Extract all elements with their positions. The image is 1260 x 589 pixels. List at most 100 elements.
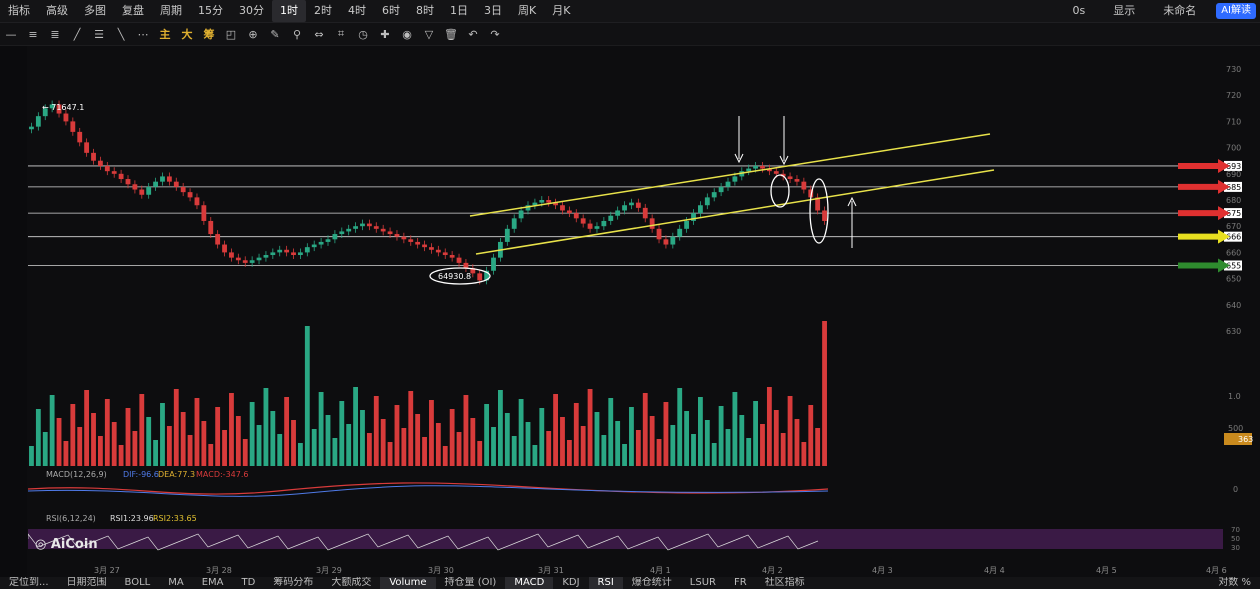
tool-icon-4[interactable]: ⇔ bbox=[314, 27, 324, 41]
indicator-tab-0[interactable]: BOLL bbox=[124, 577, 151, 588]
latency-text[interactable]: 0s bbox=[1072, 4, 1086, 17]
tool-icon-2[interactable]: ✎ bbox=[270, 27, 280, 41]
draw-tool-icon-6[interactable]: ⋯ bbox=[137, 27, 149, 41]
toolbar-item-9[interactable]: 4时 bbox=[348, 4, 366, 17]
indicator-tab-12[interactable]: LSUR bbox=[689, 577, 716, 588]
volume-bar bbox=[629, 407, 634, 466]
draw-tool-icon-1[interactable]: ≡ bbox=[28, 27, 38, 41]
volume-bar bbox=[766, 387, 772, 466]
toolbar-item-7[interactable]: 1时 bbox=[272, 0, 306, 22]
volume-bar bbox=[166, 426, 172, 466]
price-tick-3: 700 bbox=[1226, 144, 1241, 153]
toolbar-item-1[interactable]: 高级 bbox=[46, 4, 68, 17]
volume-bar bbox=[111, 422, 117, 466]
toolbar-item-12[interactable]: 1日 bbox=[450, 4, 468, 17]
volume-bar bbox=[732, 392, 738, 466]
draw-tool-icon-5[interactable]: ╲ bbox=[117, 27, 125, 41]
macd-axis-zero: 0 bbox=[1233, 485, 1238, 494]
x-tick-10: 4月 6 bbox=[1206, 566, 1227, 575]
toolbar-item-0[interactable]: 指标 bbox=[8, 4, 30, 17]
toolbar-item-6[interactable]: 30分 bbox=[239, 4, 264, 17]
indicator-tab-3[interactable]: TD bbox=[241, 577, 256, 588]
tool-icon-9[interactable]: ▽ bbox=[424, 27, 434, 41]
tool-icon-7[interactable]: ✚ bbox=[380, 27, 390, 41]
volume-bar bbox=[704, 420, 710, 466]
highlight-tool-0[interactable]: 主 bbox=[159, 28, 171, 41]
candle-body bbox=[504, 228, 510, 242]
volume-bar bbox=[449, 409, 455, 466]
toolbar-item-3[interactable]: 复盘 bbox=[122, 4, 144, 17]
x-tick-4: 3月 31 bbox=[538, 566, 564, 575]
tool-icon-10[interactable]: 🗑 bbox=[444, 27, 458, 41]
tool-icon-6[interactable]: ◷ bbox=[358, 27, 368, 41]
volume-bar bbox=[670, 425, 676, 466]
tool-icon-5[interactable]: ⌗ bbox=[337, 27, 345, 40]
volume-bar bbox=[229, 393, 234, 466]
draw-tool-icon-3[interactable]: ╱ bbox=[73, 27, 81, 41]
indicator-tab-5[interactable]: 大额成交 bbox=[331, 577, 372, 588]
candle-body bbox=[104, 165, 110, 172]
volume-bar bbox=[180, 412, 186, 466]
volume-bar bbox=[125, 408, 131, 466]
volume-bar bbox=[325, 415, 331, 466]
tool-icon-1[interactable]: ⊕ bbox=[248, 27, 258, 41]
candle-body bbox=[718, 186, 724, 193]
bottom-left-0[interactable]: 定位到... bbox=[9, 577, 49, 588]
bottom-right-options[interactable]: 对数 % bbox=[1218, 577, 1251, 588]
indicator-tab-7[interactable]: 持仓量 (OI) bbox=[444, 577, 497, 588]
toolbar-item-14[interactable]: 周K bbox=[518, 4, 537, 17]
tool-icon-0[interactable]: ◰ bbox=[225, 27, 237, 41]
tool-icon-3[interactable]: ⚲ bbox=[292, 27, 302, 41]
level-badge-0 bbox=[1224, 160, 1242, 171]
candle-body bbox=[580, 218, 586, 224]
volume-bar bbox=[84, 390, 90, 466]
indicator-tab-10[interactable]: RSI bbox=[588, 577, 623, 589]
candle-body bbox=[360, 223, 365, 227]
volume-bar bbox=[504, 413, 510, 466]
indicator-tab-1[interactable]: MA bbox=[168, 577, 184, 588]
volume-bar bbox=[29, 446, 34, 466]
indicator-tab-11[interactable]: 爆仓统计 bbox=[631, 577, 672, 588]
aicoin-logo: ◎ AiCoin bbox=[35, 537, 98, 552]
indicator-tab-2[interactable]: EMA bbox=[201, 577, 224, 588]
tool-icon-12[interactable]: ↷ bbox=[490, 27, 500, 41]
candle-body bbox=[394, 234, 400, 237]
ai-interpret-button[interactable]: AI解读 bbox=[1216, 3, 1256, 19]
channel-lower-line bbox=[475, 169, 995, 255]
chart-canvas[interactable]: 7307207107006906806706606506406306936856… bbox=[28, 46, 1260, 586]
highlight-tool-1[interactable]: 大 bbox=[181, 28, 193, 41]
toolbar-item-5[interactable]: 15分 bbox=[198, 4, 223, 17]
price-tick-2: 710 bbox=[1226, 117, 1241, 126]
draw-tool-icon-4[interactable]: ☰ bbox=[94, 27, 104, 41]
tool-icon-8[interactable]: ◉ bbox=[402, 27, 412, 41]
volume-bar bbox=[63, 441, 69, 466]
volume-bar bbox=[739, 415, 745, 466]
indicator-tab-8[interactable]: MACD bbox=[505, 577, 554, 589]
toolbar-item-4[interactable]: 周期 bbox=[160, 4, 182, 17]
volume-bar bbox=[808, 405, 814, 466]
rsi-axis-1: 50 bbox=[1231, 535, 1240, 543]
highlight-tool-2[interactable]: 筹 bbox=[203, 28, 215, 41]
indicator-tab-4[interactable]: 筹码分布 bbox=[273, 577, 314, 588]
draw-tool-icon-0[interactable]: — bbox=[5, 27, 17, 41]
toolbar-item-8[interactable]: 2时 bbox=[314, 4, 332, 17]
toolbar-item-13[interactable]: 3日 bbox=[484, 4, 502, 17]
toolbar-item-2[interactable]: 多图 bbox=[84, 4, 106, 17]
toolbar-item-15[interactable]: 月K bbox=[552, 4, 571, 17]
volume-bar bbox=[353, 387, 358, 466]
tool-icon-11[interactable]: ↶ bbox=[468, 27, 478, 41]
bottom-left-1[interactable]: 日期范围 bbox=[66, 577, 107, 588]
low-price-label: 64930.8 bbox=[438, 272, 471, 281]
indicator-tab-9[interactable]: KDJ bbox=[562, 577, 580, 588]
display-button[interactable]: 显示 bbox=[1113, 4, 1136, 17]
layout-name-dropdown[interactable]: 未命名 bbox=[1163, 4, 1197, 17]
toolbar-item-10[interactable]: 6时 bbox=[382, 4, 400, 17]
indicator-tab-14[interactable]: 社区指标 bbox=[764, 577, 805, 588]
volume-bar bbox=[470, 418, 476, 466]
toolbar-item-11[interactable]: 8时 bbox=[416, 4, 434, 17]
candle-body bbox=[139, 189, 145, 195]
draw-tool-icon-2[interactable]: ≣ bbox=[50, 27, 60, 41]
indicator-tab-13[interactable]: FR bbox=[733, 577, 747, 588]
indicator-tab-6[interactable]: Volume bbox=[380, 577, 436, 589]
x-tick-7: 4月 3 bbox=[872, 566, 893, 575]
